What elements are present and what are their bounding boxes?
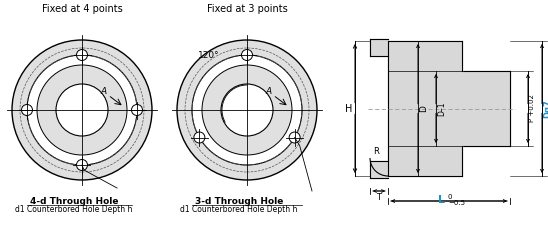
Circle shape bbox=[77, 49, 88, 61]
Polygon shape bbox=[370, 161, 388, 178]
Circle shape bbox=[12, 40, 152, 180]
Circle shape bbox=[132, 104, 142, 116]
Text: A: A bbox=[101, 88, 107, 97]
Polygon shape bbox=[462, 71, 510, 146]
Text: D: D bbox=[419, 105, 428, 112]
Text: D–1: D–1 bbox=[437, 101, 446, 116]
Text: 3-d Through Hole: 3-d Through Hole bbox=[195, 197, 283, 206]
Text: Fixed at 4 points: Fixed at 4 points bbox=[42, 4, 122, 14]
Circle shape bbox=[194, 132, 205, 143]
Circle shape bbox=[242, 49, 253, 61]
Text: d1 Counterbored Hole Depth h: d1 Counterbored Hole Depth h bbox=[180, 205, 298, 214]
Circle shape bbox=[27, 55, 137, 165]
Text: A: A bbox=[266, 88, 272, 97]
Text: d1 Counterbored Hole Depth h: d1 Counterbored Hole Depth h bbox=[15, 205, 133, 214]
Circle shape bbox=[192, 55, 302, 165]
Text: 0: 0 bbox=[448, 194, 453, 200]
Text: Dg7: Dg7 bbox=[543, 99, 548, 118]
Circle shape bbox=[221, 84, 273, 136]
Text: T: T bbox=[376, 193, 381, 202]
Polygon shape bbox=[388, 41, 462, 176]
Text: R: R bbox=[373, 146, 379, 155]
Polygon shape bbox=[370, 39, 388, 56]
Circle shape bbox=[289, 132, 300, 143]
Circle shape bbox=[21, 104, 32, 116]
Circle shape bbox=[56, 84, 108, 136]
Text: P +0.02: P +0.02 bbox=[529, 94, 535, 122]
Text: Fixed at 3 points: Fixed at 3 points bbox=[207, 4, 287, 14]
Circle shape bbox=[202, 65, 292, 155]
Circle shape bbox=[77, 159, 88, 170]
Text: −0.5: −0.5 bbox=[448, 200, 465, 206]
Text: 120°: 120° bbox=[198, 51, 220, 60]
Text: H: H bbox=[345, 103, 352, 113]
Circle shape bbox=[177, 40, 317, 180]
Text: 4-d Through Hole: 4-d Through Hole bbox=[30, 197, 118, 206]
Text: L: L bbox=[438, 195, 445, 205]
Circle shape bbox=[37, 65, 127, 155]
